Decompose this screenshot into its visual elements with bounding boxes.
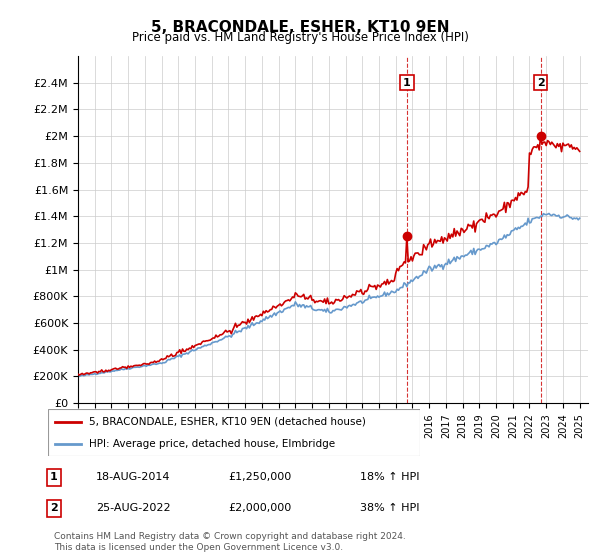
Text: 18-AUG-2014: 18-AUG-2014	[96, 473, 170, 482]
Text: 1: 1	[50, 473, 58, 482]
Text: 5, BRACONDALE, ESHER, KT10 9EN (detached house): 5, BRACONDALE, ESHER, KT10 9EN (detached…	[89, 417, 366, 427]
Text: 2: 2	[50, 503, 58, 513]
Text: 2: 2	[537, 78, 544, 88]
FancyBboxPatch shape	[48, 409, 420, 456]
Text: 25-AUG-2022: 25-AUG-2022	[96, 503, 170, 513]
Text: HPI: Average price, detached house, Elmbridge: HPI: Average price, detached house, Elmb…	[89, 438, 335, 449]
Text: Price paid vs. HM Land Registry's House Price Index (HPI): Price paid vs. HM Land Registry's House …	[131, 31, 469, 44]
Text: 38% ↑ HPI: 38% ↑ HPI	[360, 503, 419, 513]
Text: £1,250,000: £1,250,000	[228, 473, 291, 482]
Text: £2,000,000: £2,000,000	[228, 503, 291, 513]
Text: 5, BRACONDALE, ESHER, KT10 9EN: 5, BRACONDALE, ESHER, KT10 9EN	[151, 20, 449, 35]
Text: 1: 1	[403, 78, 411, 88]
Text: 18% ↑ HPI: 18% ↑ HPI	[360, 473, 419, 482]
Text: Contains HM Land Registry data © Crown copyright and database right 2024.
This d: Contains HM Land Registry data © Crown c…	[54, 532, 406, 552]
